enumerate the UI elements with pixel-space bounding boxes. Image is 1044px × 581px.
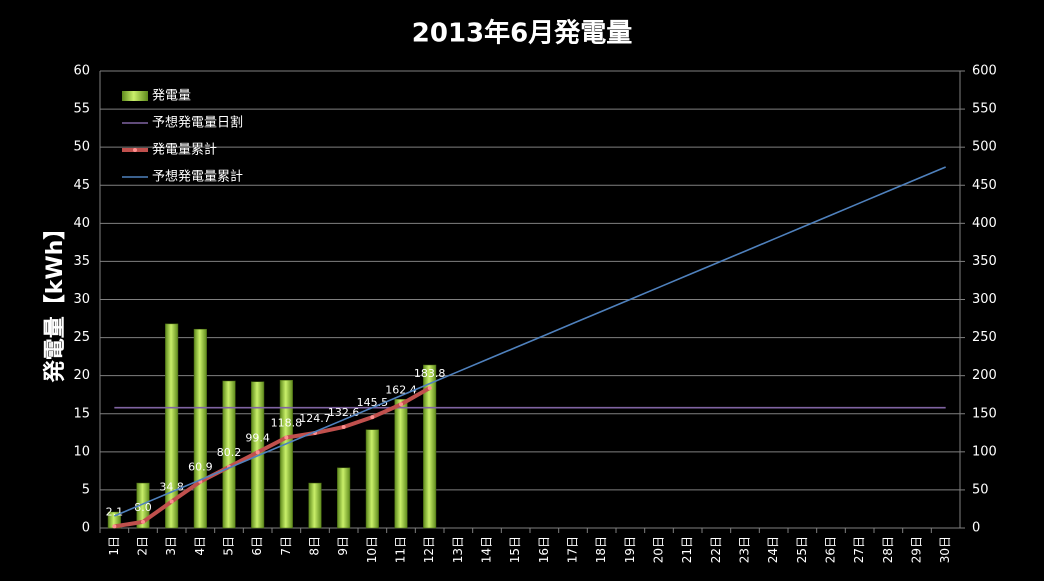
x-tick-label: 20日 [652,536,666,563]
bar [193,328,207,529]
data-label: 60.9 [188,461,213,474]
x-tick-label: 26日 [824,536,838,563]
x-tick-label: 27日 [852,536,866,563]
x-tick-label: 25日 [795,536,809,563]
x-tick-label: 5日 [222,536,236,556]
bar [337,467,351,529]
y-tick-label: 0 [82,521,90,536]
x-tick-label: 11日 [394,536,408,563]
x-tick-label: 7日 [279,536,293,556]
y2-tick-label: 500 [972,140,997,155]
x-tick-label: 12日 [422,536,436,563]
data-label: 183.8 [414,367,446,380]
y2-tick-label: 400 [972,216,997,231]
marker [370,415,375,420]
bar [136,482,150,529]
bar [308,482,322,529]
y2-tick-label: 100 [972,444,997,459]
y2-tick-label: 350 [972,254,997,269]
x-tick-label: 23日 [738,536,752,563]
x-tick-label: 8日 [308,536,322,556]
bar [365,429,379,529]
y2-tick-label: 450 [972,178,997,193]
y-tick-label: 55 [73,102,90,117]
y2-tick-label: 600 [972,64,997,79]
legend-marker [133,148,137,152]
x-tick-label: 29日 [910,536,924,563]
marker [169,499,174,504]
x-tick-label: 22日 [709,536,723,563]
bar [423,364,437,529]
marker [399,402,403,407]
y2-tick-label: 150 [972,406,997,421]
y-tick-label: 25 [73,330,90,345]
marker [141,519,145,524]
y-tick-label: 10 [73,444,90,459]
data-label: 2.1 [106,505,124,518]
x-tick-label: 6日 [250,536,264,556]
y-tick-label: 15 [73,406,90,421]
y-tick-label: 40 [73,216,90,231]
marker [284,435,289,440]
data-label: 118.8 [271,417,303,430]
y-tick-label: 35 [73,254,90,269]
x-tick-label: 15日 [508,536,522,563]
legend-label: 発電量累計 [152,142,217,158]
marker [341,425,346,430]
legend-label: 予想発電量累計 [152,169,243,185]
x-tick-label: 9日 [336,536,350,556]
y2-tick-label: 50 [972,482,989,497]
marker [112,524,117,529]
x-tick-label: 14日 [480,536,494,563]
y2-tick-label: 300 [972,292,997,307]
data-label: 124.7 [299,412,331,425]
bar [222,380,236,529]
bar [165,323,179,529]
y2-tick-label: 550 [972,102,997,117]
y-tick-label: 45 [73,178,90,193]
x-tick-label: 18日 [594,536,608,563]
y2-tick-label: 0 [972,521,980,536]
bar [279,379,293,529]
data-label: 34.8 [159,480,184,493]
data-label: 132.6 [328,406,360,419]
marker [427,386,432,391]
y-tick-label: 20 [73,368,90,383]
legend-swatch [122,91,148,101]
data-label: 145.5 [357,396,389,409]
y-tick-label: 30 [73,292,90,307]
x-tick-label: 2日 [136,536,150,556]
y-axis-label: 発電量【kWh】 [43,218,68,384]
x-tick-label: 21日 [680,536,694,563]
x-tick-label: 30日 [938,536,952,563]
line [114,386,431,529]
marker [255,450,260,455]
y-tick-label: 5 [82,482,90,497]
legend-label: 発電量 [152,89,191,104]
legend-label: 予想発電量日割 [152,115,243,131]
y2-tick-label: 200 [972,368,997,383]
x-tick-label: 19日 [623,536,637,563]
y2-tick-label: 250 [972,330,997,345]
chart-title: 2013年6月発電量 [412,18,632,49]
line [114,166,946,517]
x-tick-label: 4日 [193,536,207,556]
y-tick-label: 50 [73,140,90,155]
x-tick-label: 28日 [881,536,895,563]
data-label: 8.0 [134,501,152,514]
x-tick-label: 17日 [566,536,580,563]
data-label: 162.4 [385,383,417,396]
x-tick-label: 3日 [164,536,178,556]
x-tick-label: 24日 [766,536,780,563]
bar [394,399,408,529]
data-label: 80.2 [217,446,242,459]
y-tick-label: 60 [73,64,90,79]
x-tick-label: 13日 [451,536,465,563]
x-tick-label: 10日 [365,536,379,563]
x-tick-label: 16日 [537,536,551,563]
data-label: 99.4 [245,431,270,444]
x-tick-label: 1日 [107,536,121,556]
